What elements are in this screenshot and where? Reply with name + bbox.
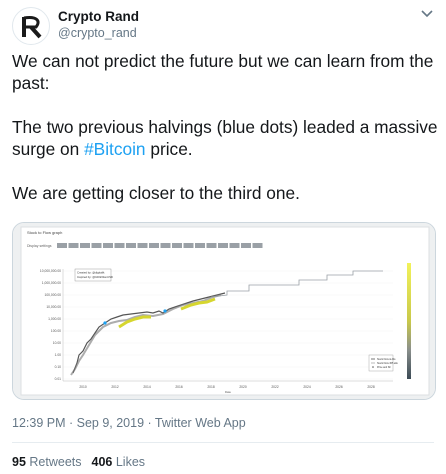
user-handle[interactable]: @crypto_rand	[58, 26, 137, 40]
toolbar-label: Display settings	[27, 244, 52, 248]
legend-entry: Price and SF	[377, 366, 391, 369]
toolbar-button	[206, 243, 217, 248]
toolbar-button	[103, 243, 113, 248]
x-tick-label: 2028	[367, 385, 375, 389]
retweets-count: 95	[12, 455, 26, 469]
likes-label: Likes	[115, 455, 146, 469]
toolbar-button	[183, 243, 194, 248]
toolbar-button	[57, 243, 67, 248]
halving-dot	[163, 309, 167, 313]
inspired-by-label: Inspired by: @100trillionUSD	[77, 275, 113, 279]
x-tick-label: 2024	[303, 385, 311, 389]
halving-dot	[103, 321, 107, 325]
y-tick-label: 100,000.00	[44, 293, 61, 297]
x-tick-label: 2016	[175, 385, 183, 389]
tweet-text: We can not predict the future but we can…	[12, 50, 440, 204]
likes-stat[interactable]: 406 Likes	[92, 455, 146, 469]
price-yellow-segment	[180, 297, 216, 311]
toolbar-button	[195, 243, 205, 248]
price-series-line	[72, 292, 226, 374]
toolbar-button	[137, 243, 148, 248]
tweet-media-image[interactable]: Stock to Flow graph Display settings 10,…	[12, 222, 436, 400]
chart-header-text: Stock to Flow graph	[27, 230, 62, 235]
x-tick-label: 2010	[79, 385, 87, 389]
price-series-band	[70, 294, 222, 376]
legend-entry: Stock Flow 365 alts	[377, 362, 399, 365]
x-tick-label: 2026	[335, 385, 343, 389]
y-tick-label: 1,000,000.00	[42, 281, 61, 285]
toolbar-button	[160, 243, 171, 248]
y-tick-label: 0.10	[55, 365, 62, 369]
y-tick-label: 1,000.00	[48, 317, 61, 321]
x-tick-label: 2018	[207, 385, 215, 389]
tweet-text-part: price.	[145, 139, 193, 159]
x-tick-label: 2012	[111, 385, 119, 389]
crypto-rand-logo-icon	[22, 16, 42, 39]
tweet-stats: 95 Retweets 406 Likes	[12, 455, 145, 469]
toolbar-button	[149, 243, 159, 248]
stock-to-flow-chart-screenshot: Stock to Flow graph Display settings 10,…	[13, 223, 435, 399]
y-tick-label: 0.01	[55, 377, 62, 381]
y-tick-label: 1.00	[55, 353, 62, 357]
x-tick-label: 2022	[271, 385, 279, 389]
hashtag-link[interactable]: #Bitcoin	[84, 139, 146, 159]
chevron-down-icon[interactable]	[421, 10, 433, 18]
toolbar-button	[172, 243, 182, 248]
avatar[interactable]	[12, 7, 50, 45]
y-tick-label: 10.00	[53, 341, 61, 345]
y-tick-label: 10,000.00	[46, 305, 61, 309]
tweet-timestamp[interactable]: 12:39 PM · Sep 9, 2019 · Twitter Web App	[12, 416, 246, 430]
toolbar-button	[91, 243, 102, 248]
credits-box	[74, 268, 112, 282]
display-name[interactable]: Crypto Rand	[58, 9, 139, 24]
toolbar-button	[229, 243, 240, 248]
created-by-label: Created by: @digitalik	[77, 271, 105, 275]
toolbar-button	[68, 243, 79, 248]
color-scale-bar	[407, 263, 411, 379]
toolbar-button	[80, 243, 90, 248]
tweet-text-paragraph-3: We are getting closer to the third one.	[12, 183, 300, 203]
retweets-label: Retweets	[29, 455, 82, 469]
retweets-stat[interactable]: 95 Retweets	[12, 455, 82, 469]
toolbar-button	[126, 243, 136, 248]
y-tick-label: 10,000,000.00	[40, 269, 61, 273]
y-tick-label: 100.00	[51, 329, 61, 333]
likes-count: 406	[91, 455, 113, 469]
x-tick-label: 2020	[239, 385, 247, 389]
toolbar-button	[114, 243, 125, 248]
x-tick-label: 2014	[143, 385, 151, 389]
tweet-text-paragraph-1: We can not predict the future but we can…	[12, 51, 434, 93]
divider	[12, 442, 434, 443]
tweet-text-paragraph-2: The two previous halvings (blue dots) le…	[12, 116, 440, 160]
legend-entry: Stock Flow & Alts	[377, 358, 396, 361]
x-axis-label: Date	[225, 390, 231, 394]
stock-to-flow-model-line	[210, 270, 383, 298]
toolbar-button	[241, 243, 251, 248]
toolbar-button	[218, 243, 228, 248]
toolbar-button	[252, 243, 263, 248]
chart-toolbar	[57, 243, 263, 248]
price-yellow-segment	[118, 315, 151, 329]
tweet-text-part: The two previous halvings (blue dots) le…	[12, 117, 438, 159]
